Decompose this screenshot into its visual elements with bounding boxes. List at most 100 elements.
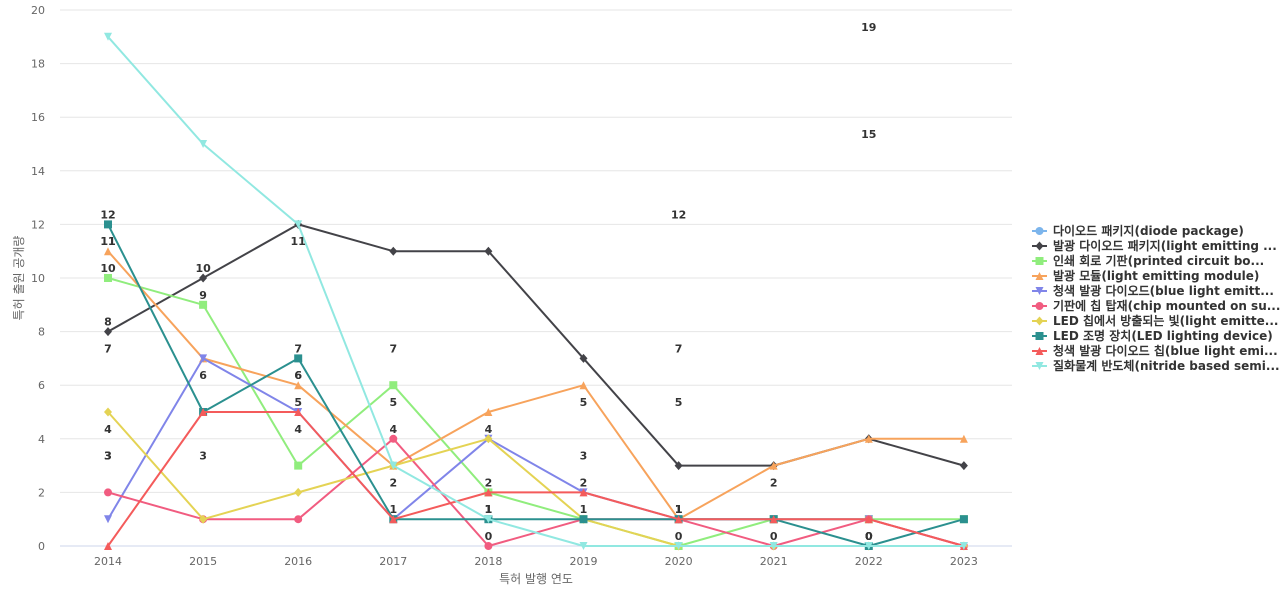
x-tick-label: 2023 bbox=[950, 555, 978, 568]
y-axis-ticks: 0 2 4 6 8 10 12 14 16 18 20 bbox=[31, 4, 45, 553]
data-label: 3 bbox=[199, 450, 207, 463]
x-tick-label: 2017 bbox=[379, 555, 407, 568]
data-label: 11 bbox=[291, 235, 306, 248]
series-6 bbox=[104, 407, 968, 551]
x-tick-label: 2020 bbox=[665, 555, 693, 568]
grid bbox=[60, 9, 1012, 493]
legend-label: 다이오드 패키지(diode package) bbox=[1053, 223, 1244, 238]
data-point bbox=[389, 246, 398, 256]
data-point bbox=[769, 542, 778, 550]
series-line bbox=[107, 36, 964, 547]
data-point bbox=[199, 408, 208, 416]
data-label: 2 bbox=[580, 476, 588, 489]
y-tick-label: 8 bbox=[38, 326, 45, 339]
data-point bbox=[769, 515, 778, 524]
data-point bbox=[294, 381, 303, 390]
x-axis-title: 특허 발행 연도 bbox=[499, 571, 573, 586]
data-label: 2 bbox=[485, 476, 493, 489]
data-label: 3 bbox=[104, 450, 112, 463]
data-label: 7 bbox=[389, 342, 397, 355]
legend-item[interactable]: LED 칩에서 방출되는 빛(light emitte... bbox=[1032, 313, 1278, 328]
legend-marker bbox=[1035, 241, 1044, 251]
legend-marker bbox=[1035, 316, 1044, 326]
data-label: 1 bbox=[485, 503, 493, 516]
x-tick-label: 2016 bbox=[284, 555, 312, 568]
series-1 bbox=[104, 219, 968, 471]
data-point bbox=[104, 407, 112, 417]
legend-label: 청색 발광 다이오드 칩(blue light emi... bbox=[1053, 343, 1278, 358]
legend-item[interactable]: 발광 다이오드 패키지(light emitting ... bbox=[1032, 238, 1277, 253]
data-point bbox=[579, 488, 588, 497]
y-tick-label: 0 bbox=[38, 540, 45, 553]
data-point bbox=[484, 515, 493, 524]
data-point bbox=[104, 515, 112, 524]
data-label: 0 bbox=[865, 530, 873, 543]
data-label: 4 bbox=[485, 423, 493, 436]
x-tick-label: 2022 bbox=[855, 555, 883, 568]
legend-label: 인쇄 회로 기판(printed circuit bo... bbox=[1053, 253, 1264, 268]
y-tick-label: 20 bbox=[31, 4, 45, 17]
legend-label: 질화물계 반도체(nitride based semi... bbox=[1053, 358, 1280, 373]
data-label: 11 bbox=[100, 235, 115, 248]
y-tick-label: 6 bbox=[38, 379, 45, 392]
data-label: 5 bbox=[389, 396, 397, 409]
legend-item[interactable]: 질화물계 반도체(nitride based semi... bbox=[1032, 358, 1280, 373]
y-tick-label: 2 bbox=[38, 486, 45, 499]
series-line bbox=[107, 250, 964, 521]
series-4 bbox=[104, 354, 968, 550]
data-point bbox=[294, 487, 303, 497]
data-point bbox=[294, 220, 303, 229]
data-point bbox=[389, 515, 398, 524]
data-point bbox=[959, 434, 968, 443]
data-point bbox=[484, 408, 493, 416]
y-tick-label: 18 bbox=[31, 58, 45, 71]
legend-item[interactable]: 인쇄 회로 기판(printed circuit bo... bbox=[1032, 253, 1264, 268]
legend-item[interactable]: 청색 발광 다이오드(blue light emitt... bbox=[1032, 283, 1274, 298]
data-label: 8 bbox=[104, 316, 112, 329]
data-label: 0 bbox=[485, 530, 493, 543]
data-point bbox=[199, 273, 208, 283]
data-point bbox=[294, 354, 303, 363]
data-point bbox=[389, 461, 398, 470]
legend-marker bbox=[1035, 257, 1044, 265]
data-point bbox=[864, 515, 873, 524]
data-point bbox=[389, 381, 398, 390]
data-label: 11 bbox=[100, 235, 115, 248]
legend-item[interactable]: 발광 모듈(light emitting module) bbox=[1032, 268, 1259, 283]
data-point bbox=[579, 381, 588, 390]
data-point bbox=[104, 488, 112, 497]
series-8 bbox=[104, 408, 968, 550]
data-label: 1 bbox=[675, 503, 683, 516]
legend-item[interactable]: LED 조명 장치(LED lighting device) bbox=[1032, 328, 1273, 343]
data-point bbox=[104, 32, 112, 41]
data-label: 1 bbox=[485, 503, 493, 516]
legend-item[interactable]: 다이오드 패키지(diode package) bbox=[1032, 223, 1244, 238]
series-line bbox=[107, 411, 964, 547]
data-label: 1 bbox=[485, 503, 493, 516]
data-point bbox=[294, 461, 303, 470]
data-point bbox=[199, 354, 208, 363]
data-label: 2 bbox=[770, 476, 778, 489]
data-point bbox=[959, 542, 968, 550]
data-label: 3 bbox=[104, 450, 112, 463]
legend-label: 기판에 칩 탑재(chip mounted on su... bbox=[1053, 298, 1280, 313]
x-tick-label: 2018 bbox=[474, 555, 502, 568]
x-tick-label: 2021 bbox=[760, 555, 788, 568]
data-label: 10 bbox=[100, 262, 116, 275]
data-point bbox=[199, 140, 208, 148]
legend-item[interactable]: 기판에 칩 탑재(chip mounted on su... bbox=[1032, 298, 1280, 313]
series-line bbox=[107, 411, 965, 547]
legend[interactable]: 다이오드 패키지(diode package)발광 다이오드 패키지(light… bbox=[1032, 223, 1280, 373]
legend-item[interactable]: 청색 발광 다이오드 칩(blue light emi... bbox=[1032, 343, 1278, 358]
data-label: 1 bbox=[675, 503, 683, 516]
data-point bbox=[294, 515, 303, 524]
data-point bbox=[484, 542, 493, 550]
data-label: 0 bbox=[865, 530, 873, 543]
data-label: 4 bbox=[294, 423, 302, 436]
data-label: 9 bbox=[199, 289, 207, 302]
y-tick-label: 12 bbox=[31, 218, 45, 231]
legend-label: 발광 다이오드 패키지(light emitting ... bbox=[1053, 238, 1277, 253]
data-label: 12 bbox=[671, 208, 686, 221]
data-label: 1 bbox=[389, 503, 397, 516]
